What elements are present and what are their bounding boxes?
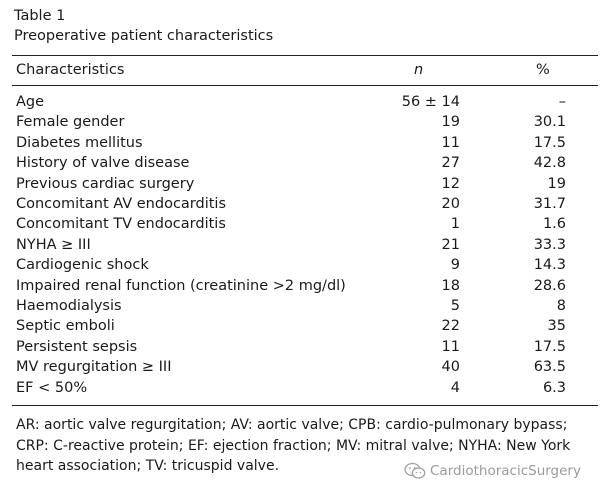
row-label: History of valve disease [16,155,190,172]
row-percent-value: 30.1 [533,114,566,131]
row-percent-value: 14.3 [533,257,566,274]
row-percent-value: 28.6 [533,277,566,294]
row-label: Septic emboli [16,318,115,335]
row-percent-value: 35 [547,318,566,335]
column-header-n: n [414,62,424,78]
row-n-value: 18 [441,277,460,294]
bottom-rule [12,405,598,406]
row-n-value: 20 [441,196,460,212]
row-label: Haemodialysis [16,298,122,314]
row-percent-value: 42.8 [533,155,566,172]
table-number: Table 1 [14,8,66,24]
row-n-value: 5 [450,298,460,314]
row-percent-value: 1.6 [542,216,566,233]
row-label: Impaired renal function (creatinine >2 m… [16,277,346,294]
row-n-value: 40 [441,359,460,376]
table-caption: Table 1 Preoperative patient characteris… [14,6,273,46]
row-n-value: 19 [441,114,460,131]
row-percent-value: 31.7 [533,196,566,212]
table-footnote: AR: aortic valve regurgitation; AV: aort… [16,417,571,474]
row-n-value: 56 ± 14 [401,94,460,110]
row-label: Female gender [16,114,125,131]
watermark-text: CardiothoracicSurgery [430,463,581,479]
row-label: Concomitant TV endocarditis [16,216,226,233]
column-header-characteristics: Characteristics [16,62,125,78]
row-percent-value: 19 [547,175,566,192]
row-percent-value: 17.5 [533,134,566,151]
wechat-icon [404,462,426,479]
row-percent-value: 17.5 [533,338,566,355]
header-rule [12,85,598,86]
row-percent-value: 6.3 [542,379,566,396]
watermark: CardiothoracicSurgery [404,462,581,480]
row-n-value: 22 [441,318,460,335]
row-n-value: 1 [450,216,460,233]
row-label: Persistent sepsis [16,338,138,355]
row-label: NYHA ≥ III [16,236,91,253]
row-n-value: 11 [441,338,460,355]
row-label: EF < 50% [16,379,88,396]
row-label: Concomitant AV endocarditis [16,196,227,212]
row-label: Diabetes mellitus [16,134,143,151]
row-n-value: 21 [441,236,460,253]
row-n-value: 11 [441,134,460,151]
row-percent-value: 8 [556,298,566,314]
row-percent-value: – [558,94,566,110]
row-n-value: 4 [450,379,460,396]
table-title: Preoperative patient characteristics [14,28,274,44]
row-n-value: 12 [441,175,460,192]
row-label: MV regurgitation ≥ III [16,359,172,376]
top-rule [12,55,598,56]
row-percent-value: 63.5 [533,359,566,376]
row-percent-value: 33.3 [533,236,566,253]
row-n-value: 27 [441,155,460,172]
row-label: Age [16,94,45,110]
column-header-percent: % [536,62,550,78]
row-label: Cardiogenic shock [16,257,149,274]
row-label: Previous cardiac surgery [16,175,195,192]
row-n-value: 9 [450,257,460,274]
